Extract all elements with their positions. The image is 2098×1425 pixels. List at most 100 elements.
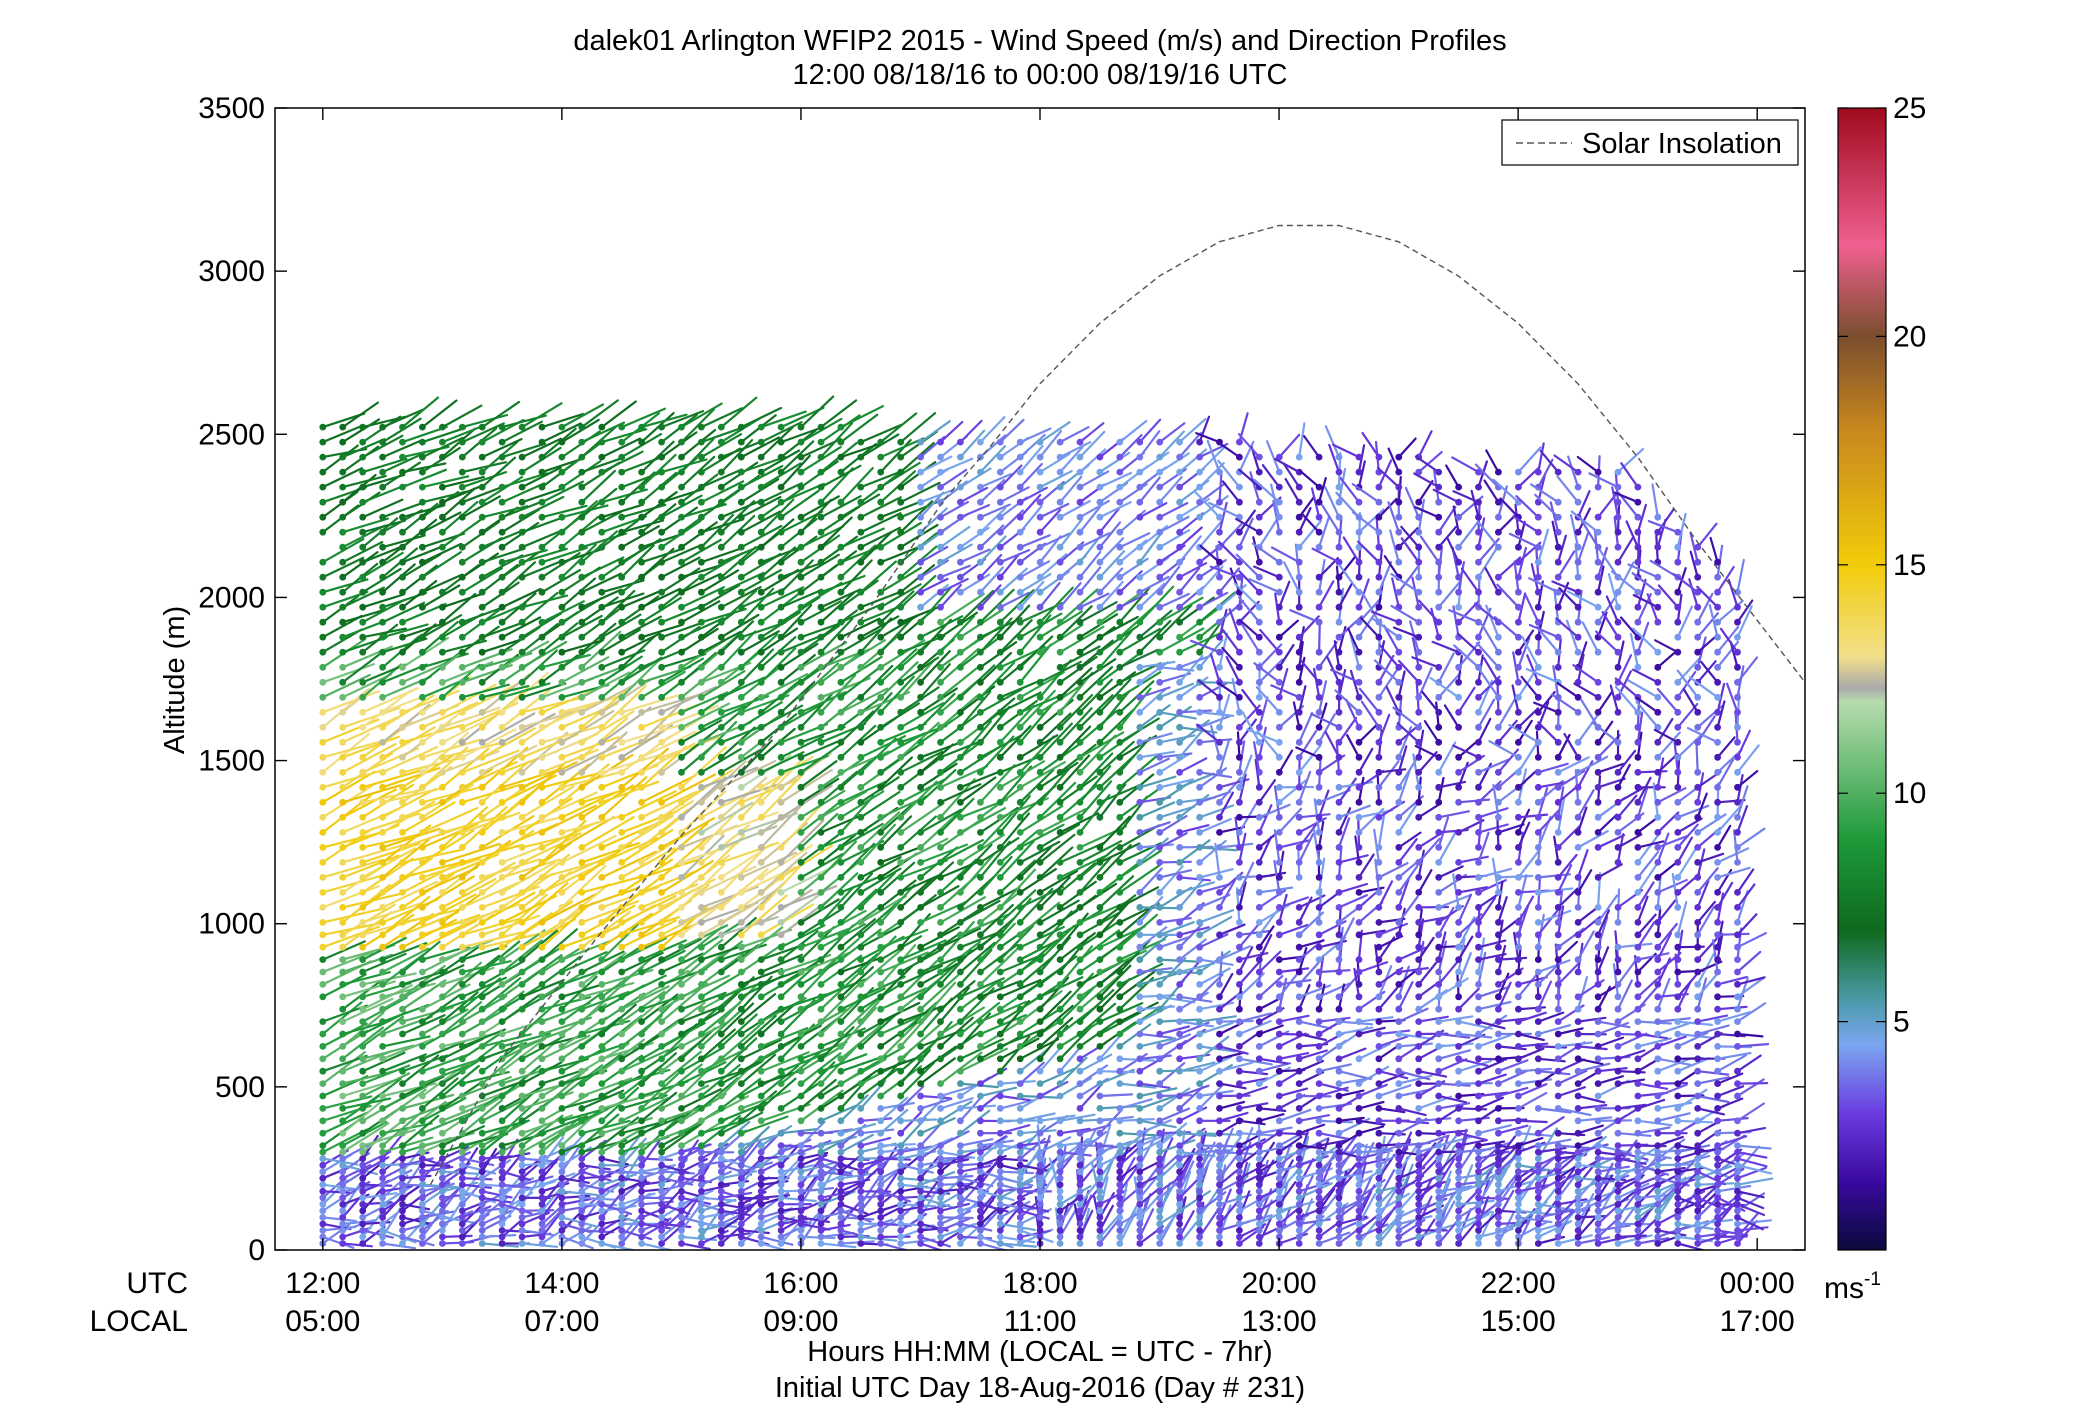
wind-barb-dot bbox=[538, 844, 546, 851]
wind-barb-dot bbox=[458, 1105, 466, 1112]
wind-barb-dot bbox=[458, 438, 466, 446]
wind-barb-dot bbox=[1016, 1227, 1024, 1234]
wind-barb-dot bbox=[678, 633, 685, 641]
wind-barb bbox=[620, 847, 676, 879]
wind-barb-dot bbox=[598, 874, 606, 881]
wind-barb-dot bbox=[1056, 829, 1064, 836]
wind-barb bbox=[540, 412, 585, 429]
wind-barb-dot bbox=[339, 1117, 347, 1125]
wind-barb bbox=[979, 1013, 1027, 1036]
wind-barb bbox=[740, 1089, 792, 1110]
wind-barb-dot bbox=[937, 678, 944, 686]
wind-barb-dot bbox=[1076, 1055, 1084, 1063]
wind-barb bbox=[501, 893, 548, 936]
wind-barb bbox=[959, 806, 1007, 834]
wind-barb-dot bbox=[957, 1161, 964, 1169]
wind-barb-dot bbox=[359, 956, 367, 963]
wind-barb-dot bbox=[837, 543, 845, 551]
wind-barb bbox=[381, 1134, 403, 1160]
wind-barb-dot bbox=[319, 993, 327, 1001]
wind-barb-dot bbox=[458, 1233, 466, 1241]
wind-barb bbox=[341, 438, 386, 459]
wind-barb-dot bbox=[1036, 798, 1044, 806]
wind-barb-dot bbox=[538, 1142, 546, 1149]
wind-barb-dot bbox=[478, 1207, 486, 1215]
wind-barb-dot bbox=[1056, 1129, 1064, 1137]
wind-barb-dot bbox=[737, 1220, 745, 1228]
wind-barb-dot bbox=[737, 968, 745, 976]
wind-barb-dot bbox=[717, 1220, 725, 1228]
wind-barb bbox=[939, 564, 971, 579]
wind-barb bbox=[779, 1164, 816, 1173]
wind-barb-dot bbox=[1056, 1161, 1064, 1169]
wind-barb-dot bbox=[359, 1018, 367, 1025]
wind-barb-dot bbox=[996, 859, 1004, 866]
wind-barb-dot bbox=[717, 1092, 725, 1100]
wind-barb bbox=[580, 588, 623, 609]
wind-barb-dot bbox=[558, 468, 566, 476]
wind-barb-dot bbox=[797, 844, 805, 851]
wind-barb-dot bbox=[837, 859, 845, 866]
wind-barb bbox=[1019, 1229, 1052, 1239]
wind-barb-dot bbox=[917, 956, 924, 963]
wind-barb-dot bbox=[319, 1018, 327, 1025]
wind-barb-dot bbox=[439, 829, 446, 836]
wind-barb bbox=[580, 469, 617, 504]
wind-barb-dot bbox=[797, 1220, 805, 1228]
wind-barb-dot bbox=[678, 438, 685, 446]
wind-barb-dot bbox=[1016, 1067, 1024, 1075]
wind-barb-dot bbox=[917, 829, 924, 836]
wind-barb-dot bbox=[977, 1194, 984, 1202]
wind-barb bbox=[859, 615, 900, 639]
wind-barb bbox=[919, 585, 953, 624]
wind-barb-dot bbox=[478, 1181, 486, 1189]
wind-barb-dot bbox=[558, 423, 566, 431]
wind-barb-dot bbox=[877, 693, 885, 701]
wind-barb-dot bbox=[837, 1148, 845, 1156]
wind-barb bbox=[839, 822, 884, 849]
wind-barb-dot bbox=[1016, 919, 1024, 926]
wind-barb-dot bbox=[857, 453, 865, 461]
wind-barb bbox=[979, 688, 1023, 714]
wind-barb bbox=[620, 916, 681, 936]
wind-barb-dot bbox=[518, 543, 526, 551]
wind-barb-dot bbox=[538, 993, 546, 1001]
wind-barb-dot bbox=[339, 874, 347, 881]
wind-barb bbox=[540, 791, 598, 819]
wind-barb-dot bbox=[678, 1161, 685, 1169]
wind-barb-dot bbox=[618, 1214, 626, 1221]
wind-barb bbox=[680, 1139, 699, 1167]
wind-barb-dot bbox=[498, 633, 506, 641]
wind-barb-dot bbox=[598, 1043, 606, 1050]
wind-barb bbox=[321, 740, 382, 759]
wind-barb-dot bbox=[1036, 1161, 1044, 1169]
wind-barb bbox=[819, 1164, 853, 1175]
wind-barb-dot bbox=[917, 1200, 924, 1208]
wind-barb bbox=[640, 412, 675, 444]
wind-barb-dot bbox=[857, 993, 865, 1001]
wind-barb-dot bbox=[817, 498, 825, 506]
wind-barb bbox=[381, 623, 429, 639]
wind-barb-dot bbox=[419, 1155, 426, 1162]
wind-barb bbox=[979, 553, 1003, 579]
wind-barb bbox=[939, 615, 976, 654]
wind-barb-dot bbox=[857, 1155, 865, 1162]
wind-barb-dot bbox=[1056, 1194, 1064, 1202]
wind-barb-dot bbox=[797, 1129, 805, 1137]
wind-barb-dot bbox=[478, 1148, 486, 1156]
wind-barb bbox=[421, 829, 475, 864]
wind-barb bbox=[740, 1134, 778, 1147]
wind-barb-dot bbox=[518, 513, 526, 521]
wind-barb-dot bbox=[817, 904, 825, 911]
wind-barb bbox=[600, 776, 648, 819]
wind-barb-dot bbox=[897, 1030, 905, 1038]
wind-barb bbox=[999, 1094, 1031, 1102]
wind-barb-dot bbox=[458, 1092, 466, 1100]
wind-barb-dot bbox=[458, 1148, 466, 1156]
wind-barb-dot bbox=[717, 1080, 725, 1087]
wind-barb bbox=[381, 438, 424, 459]
wind-barb bbox=[1019, 1047, 1050, 1073]
wind-barb-dot bbox=[817, 943, 825, 951]
wind-barb-dot bbox=[877, 1174, 885, 1182]
wind-barb-dot bbox=[399, 453, 406, 461]
